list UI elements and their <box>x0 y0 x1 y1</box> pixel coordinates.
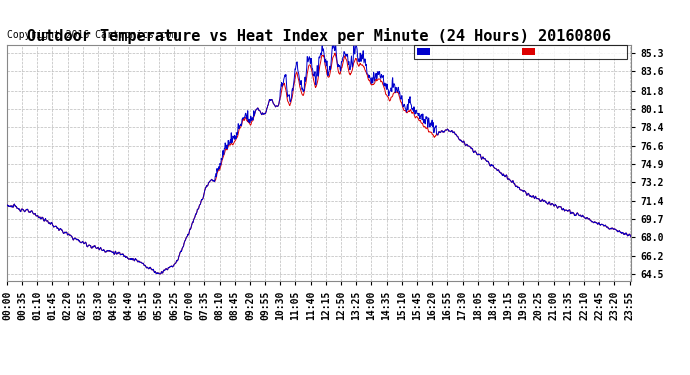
Text: Copyright 2016 Cartronics.com: Copyright 2016 Cartronics.com <box>7 30 177 40</box>
Legend: Heat Index  (°F), Temperature (°F): Heat Index (°F), Temperature (°F) <box>414 45 627 59</box>
Title: Outdoor Temperature vs Heat Index per Minute (24 Hours) 20160806: Outdoor Temperature vs Heat Index per Mi… <box>27 28 611 44</box>
